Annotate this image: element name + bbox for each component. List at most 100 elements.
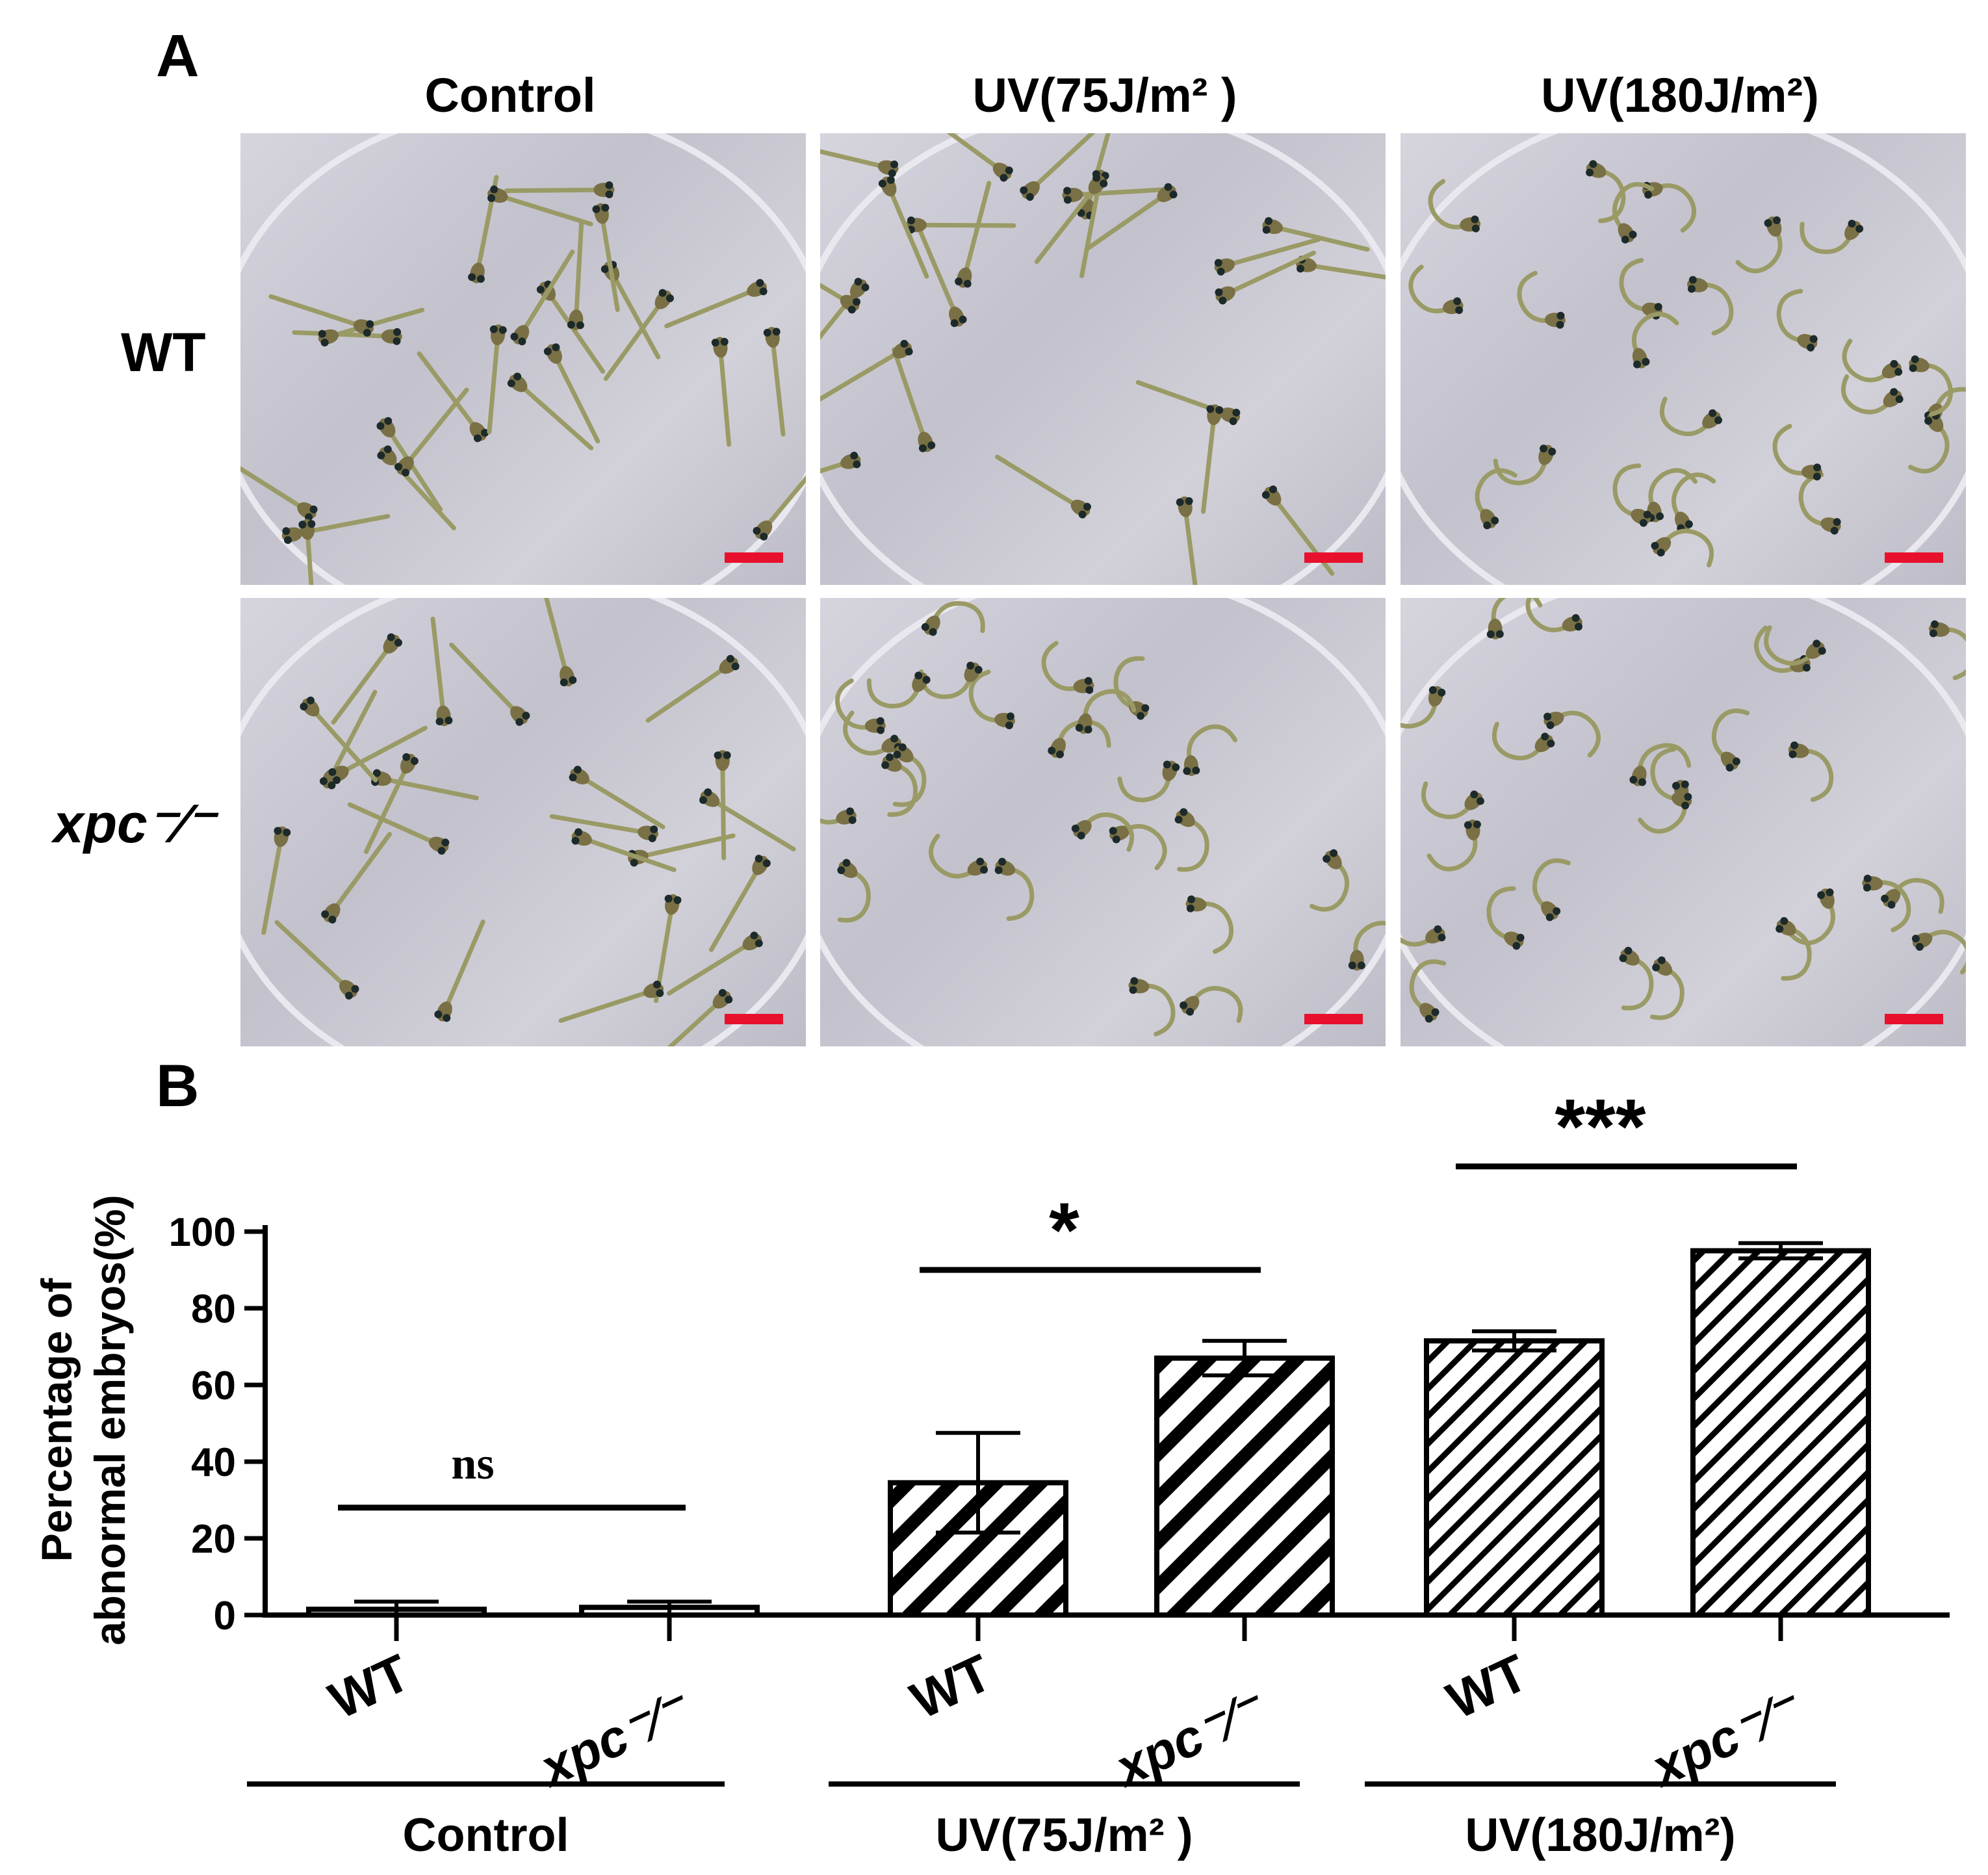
embryo xyxy=(1909,355,1953,417)
significance-label: *** xyxy=(1555,1083,1646,1170)
petri-dish-illustration xyxy=(820,598,1386,1046)
x-category-label: WT xyxy=(1438,1643,1536,1729)
embryo xyxy=(1586,160,1626,224)
embryo xyxy=(994,857,1035,922)
embryo xyxy=(567,220,584,331)
embryo xyxy=(708,855,771,952)
embryo xyxy=(1612,182,1655,244)
group-label: UV(75J/m² ) xyxy=(935,1809,1193,1861)
embryo xyxy=(274,920,359,1000)
embryo xyxy=(1764,625,1826,666)
embryo xyxy=(881,753,918,817)
y-tick-label: 80 xyxy=(191,1287,236,1332)
y-tick-label: 100 xyxy=(169,1210,236,1255)
embryo xyxy=(1619,946,1654,1011)
embryo xyxy=(1401,902,1446,947)
embryo xyxy=(603,289,674,381)
embryo xyxy=(1034,174,1108,265)
embryo xyxy=(820,142,899,177)
embryo xyxy=(347,802,450,855)
embryo xyxy=(1214,237,1321,276)
y-tick-label: 60 xyxy=(191,1364,236,1408)
x-category-label: WT xyxy=(902,1643,1000,1729)
petri-dish-illustration xyxy=(240,598,806,1046)
embryo xyxy=(328,725,428,784)
embryo xyxy=(837,859,871,923)
embryo-photo-xpc-uv180 xyxy=(1401,598,1966,1046)
embryo xyxy=(1735,216,1783,274)
y-tick-label: 0 xyxy=(214,1594,236,1638)
x-category-label: xpc⁻∕⁻ xyxy=(1640,1678,1810,1798)
embryo xyxy=(1176,496,1200,585)
embryo xyxy=(487,324,507,435)
panel-b-letter: B xyxy=(156,1053,200,1119)
embryo xyxy=(1215,250,1317,305)
embryo xyxy=(1117,760,1180,803)
embryo xyxy=(331,633,402,725)
embryo-photo-xpc-uv75 xyxy=(820,598,1386,1046)
embryo xyxy=(753,452,806,541)
embryo xyxy=(1409,959,1447,1023)
embryo xyxy=(968,669,1015,730)
embryo xyxy=(318,307,425,347)
embryo xyxy=(394,387,469,477)
embryo xyxy=(504,181,615,199)
embryo xyxy=(711,337,732,447)
embryo xyxy=(714,750,731,860)
embryo xyxy=(558,980,664,1023)
scale-bar xyxy=(725,1014,783,1024)
embryo xyxy=(955,181,992,288)
embryo xyxy=(820,777,857,825)
embryo xyxy=(1788,888,1835,946)
embryo xyxy=(1659,396,1723,437)
embryo xyxy=(645,654,740,723)
embryo xyxy=(1185,895,1233,954)
embryo xyxy=(1486,598,1543,640)
embryo xyxy=(1543,710,1601,758)
embryo xyxy=(1180,986,1243,1024)
embryo xyxy=(1711,708,1750,772)
row-label-xpc: xpc⁻∕⁻ xyxy=(53,793,214,854)
significance-label: * xyxy=(1049,1187,1079,1274)
embryo xyxy=(376,417,443,512)
embryo xyxy=(1426,819,1481,872)
significance-label: ns xyxy=(451,1439,494,1489)
embryo xyxy=(1651,528,1714,568)
embryo xyxy=(1908,411,1950,474)
embryo xyxy=(1842,339,1903,383)
x-category-label: xpc⁻∕⁻ xyxy=(529,1678,699,1798)
embryo xyxy=(1486,886,1525,950)
column-header-uv75: UV(75J/m² ) xyxy=(972,68,1237,122)
embryo xyxy=(1174,808,1209,872)
embryo xyxy=(835,678,886,734)
embryo xyxy=(1071,812,1134,852)
embryo xyxy=(449,642,530,726)
embryo xyxy=(928,833,988,879)
row-label-wt: WT xyxy=(121,322,206,383)
embryo xyxy=(664,279,768,329)
embryo xyxy=(571,828,677,872)
embryo xyxy=(820,339,913,403)
embryo xyxy=(539,598,577,687)
embryo xyxy=(434,919,485,1022)
bar-5 xyxy=(1690,1248,1871,1618)
embryo xyxy=(1672,472,1716,532)
embryo-photo-wt-control xyxy=(240,133,806,585)
embryo xyxy=(1631,311,1679,369)
embryo xyxy=(1421,781,1484,820)
embryo xyxy=(1128,977,1176,1037)
embryo xyxy=(430,616,453,727)
embryo xyxy=(1475,468,1517,530)
embryo xyxy=(1201,404,1224,514)
y-tick-label: 20 xyxy=(191,1517,236,1562)
embryo xyxy=(510,249,575,346)
embryo xyxy=(268,294,374,337)
x-category-label: WT xyxy=(320,1643,418,1729)
embryo xyxy=(1788,741,1834,802)
embryo xyxy=(1612,463,1651,527)
embryo xyxy=(300,696,378,782)
scale-bar xyxy=(725,552,783,563)
embryo xyxy=(647,989,733,1046)
embryo xyxy=(921,133,1013,182)
embryo xyxy=(298,519,317,585)
